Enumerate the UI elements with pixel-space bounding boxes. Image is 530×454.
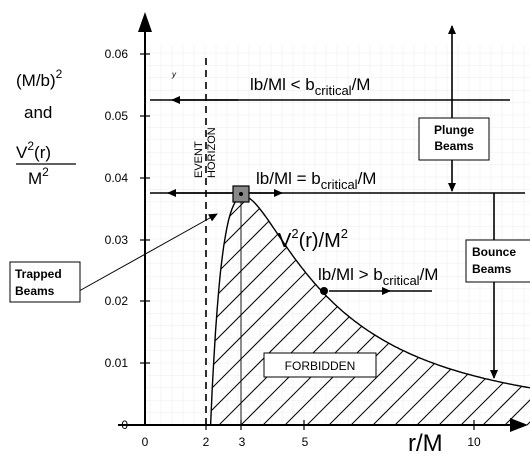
y-title-num-sup: 2 bbox=[27, 139, 34, 153]
x-tick-5: 5 bbox=[302, 435, 309, 449]
event-horizon-label: EVENT HORIZON bbox=[193, 127, 218, 178]
trapped-pointer-arrow bbox=[71, 213, 218, 296]
y-tick-002: 0.02 bbox=[105, 294, 129, 308]
event-horizon-line1: EVENT bbox=[193, 141, 205, 178]
x-axis-ticks bbox=[205, 420, 475, 430]
bounce-line2: Beams bbox=[472, 262, 512, 276]
y-axis-ticks bbox=[140, 53, 150, 426]
x-tick-labels: 0 2 3 5 10 bbox=[142, 435, 481, 449]
y-title-den-sup: 2 bbox=[42, 165, 49, 179]
x-tick-2: 2 bbox=[203, 435, 210, 449]
y-tick-001: 0.01 bbox=[105, 356, 129, 370]
forbidden-label: FORBIDDEN bbox=[285, 359, 356, 373]
y-title-line1: (M/b) bbox=[16, 71, 56, 90]
y-title-num: V bbox=[16, 143, 28, 162]
potential-curve bbox=[209, 195, 530, 426]
svg-text:(M/b)2: (M/b)2 bbox=[16, 67, 63, 90]
y-title-den: M bbox=[28, 169, 42, 188]
x-axis-title: r/M bbox=[408, 430, 443, 454]
y-tick-labels: 0 0.01 0.02 0.03 0.04 0.05 0.06 bbox=[105, 47, 129, 432]
x-tick-10: 10 bbox=[467, 435, 481, 449]
turning-point-dot bbox=[320, 287, 328, 295]
x-axis-arrowhead bbox=[510, 418, 528, 432]
y-tick-0: 0 bbox=[121, 418, 128, 432]
y-tick-003: 0.03 bbox=[105, 233, 129, 247]
bounce-beams-box bbox=[465, 239, 530, 283]
lt-critical-label: lb/Ml < bcritical/M bbox=[250, 75, 370, 98]
eq-critical-label: lb/Ml = bcritical/M bbox=[256, 169, 376, 192]
gt-critical-label: lb/Ml > bcritical/M bbox=[318, 265, 438, 288]
x-tick-0: 0 bbox=[142, 435, 149, 449]
plunge-line2: Beams bbox=[434, 139, 474, 153]
plunge-line1: Plunge bbox=[434, 123, 474, 137]
y-tick-005: 0.05 bbox=[105, 109, 129, 123]
stray-mark: y bbox=[171, 70, 177, 79]
bounce-line1: Bounce bbox=[472, 245, 516, 259]
x-tick-3: 3 bbox=[239, 435, 246, 449]
y-tick-004: 0.04 bbox=[105, 171, 129, 185]
svg-text:V2(r): V2(r) bbox=[16, 139, 51, 162]
y-axis-arrowhead bbox=[138, 12, 152, 32]
y-title-num-tail: (r) bbox=[34, 143, 51, 162]
trapped-line2: Beams bbox=[15, 284, 55, 298]
trapped-beams-box bbox=[9, 261, 81, 303]
forbidden-label-box bbox=[263, 352, 377, 378]
y-tick-006: 0.06 bbox=[105, 47, 129, 61]
y-axis-title: (M/b)2 and V2(r) M2 bbox=[16, 67, 76, 188]
y-title-line2: and bbox=[24, 103, 52, 122]
potential-label: V2(r)/M2 bbox=[278, 226, 348, 252]
plunge-beams-box bbox=[418, 117, 490, 161]
event-horizon-line2: HORIZON bbox=[206, 127, 218, 178]
trapped-line1: Trapped bbox=[15, 267, 62, 281]
y-title-line1-sup: 2 bbox=[56, 67, 63, 81]
peak-dot bbox=[239, 192, 243, 196]
svg-text:M2: M2 bbox=[28, 165, 49, 188]
